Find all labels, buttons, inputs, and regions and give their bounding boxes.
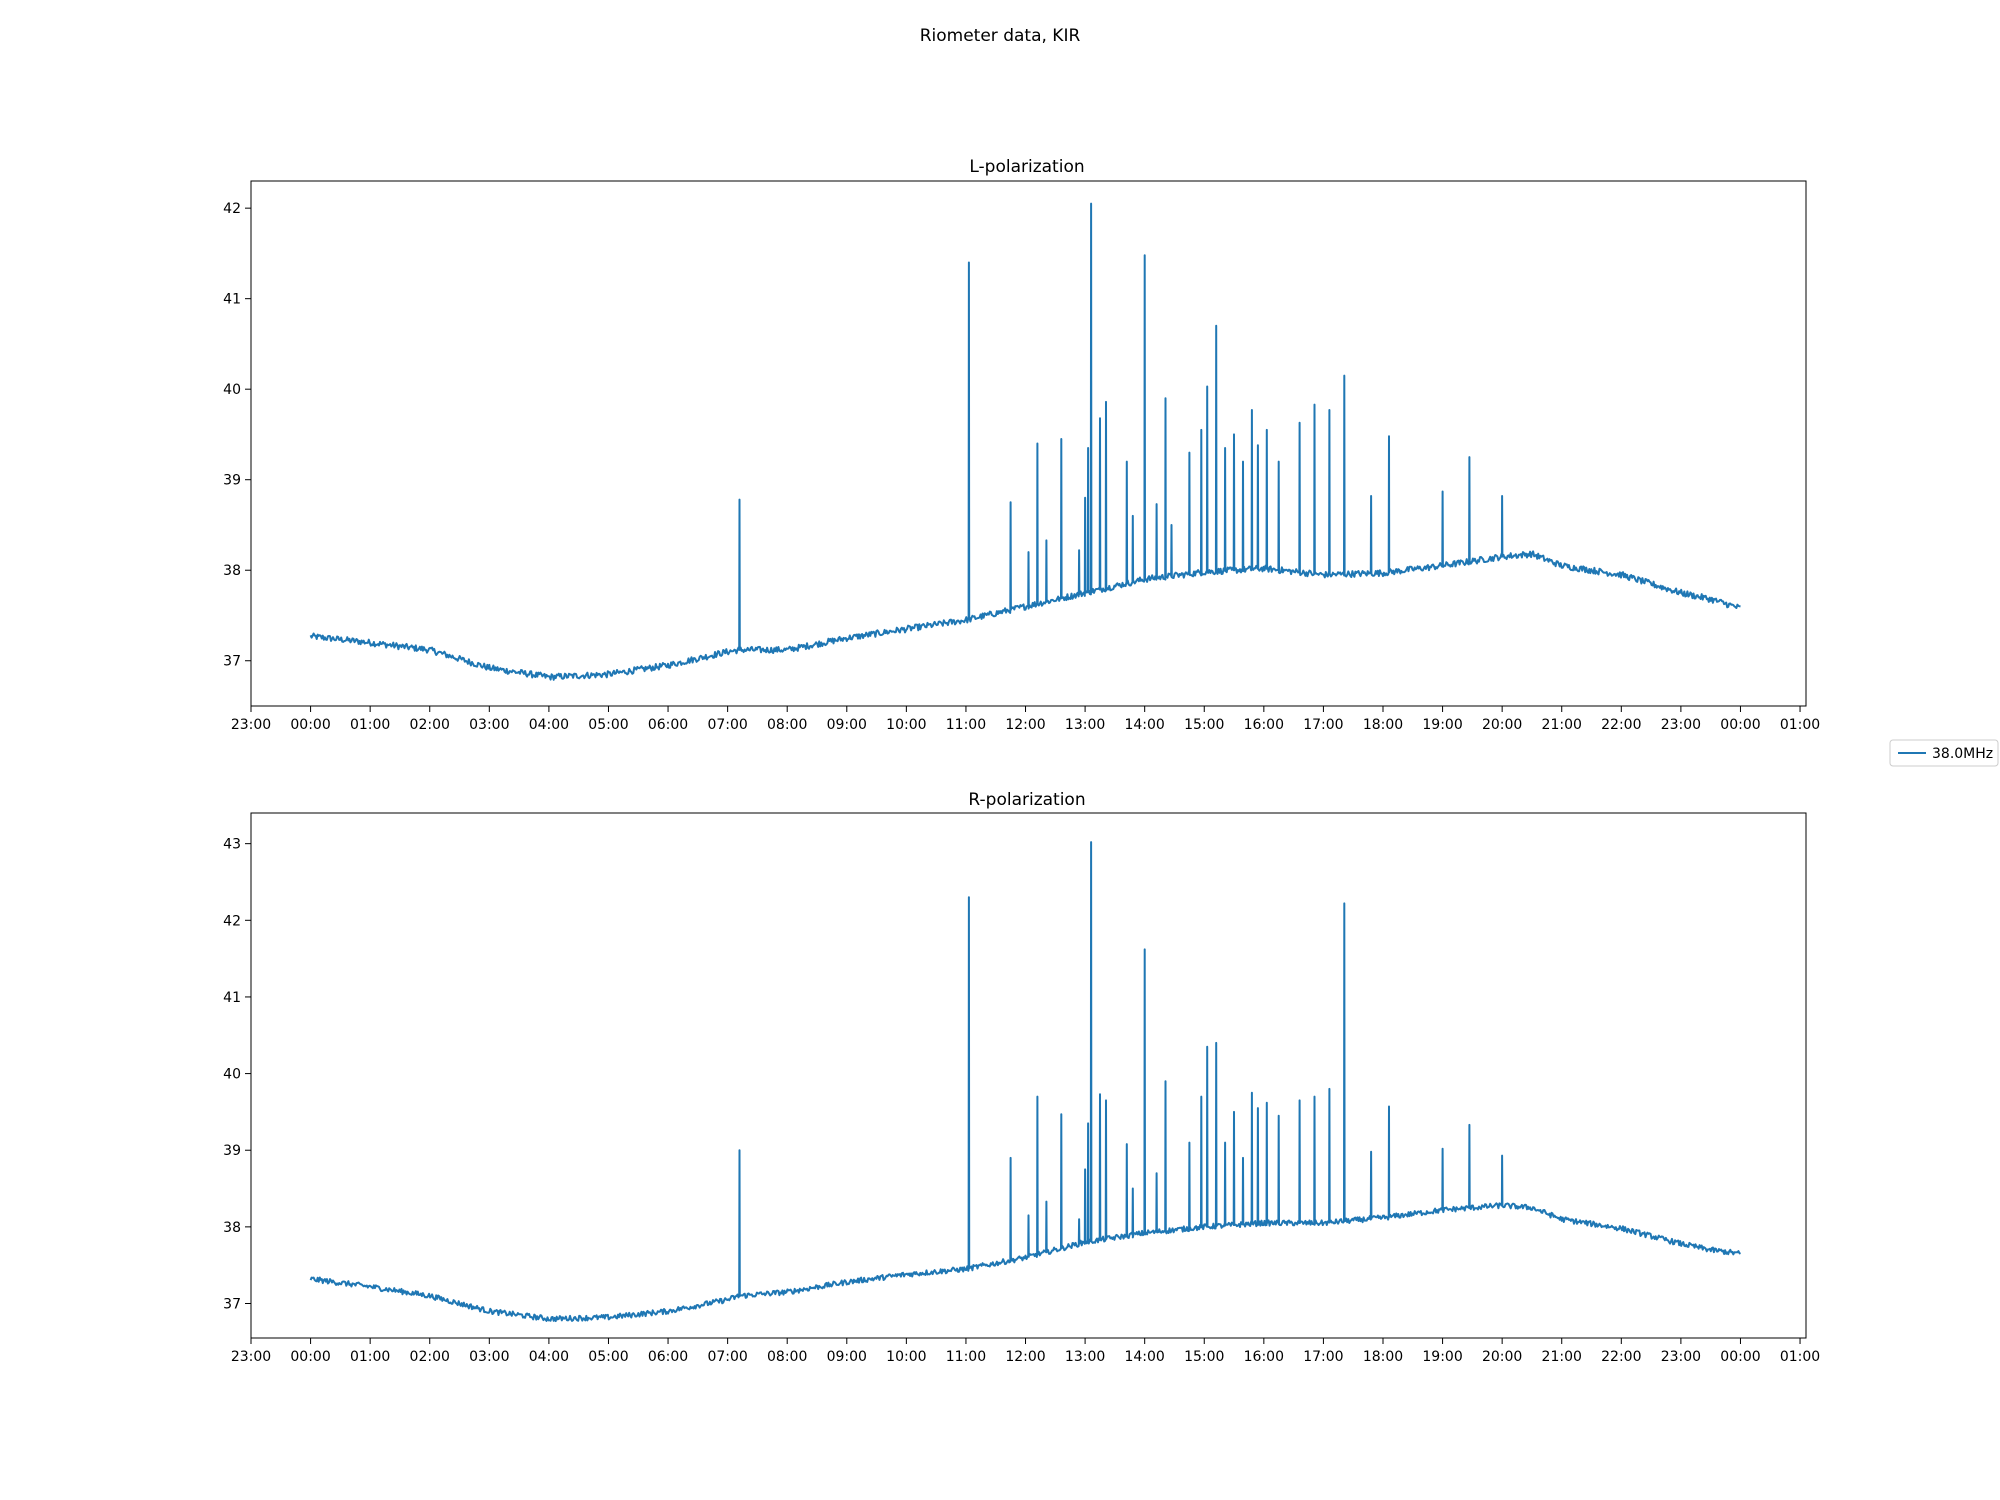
- x-tick-label: 06:00: [648, 1349, 688, 1365]
- x-tick-label: 21:00: [1542, 1349, 1582, 1365]
- x-tick-label: 23:00: [1661, 1349, 1701, 1365]
- axes-frame: [250, 180, 1807, 707]
- x-tick-label: 17:00: [1303, 717, 1343, 733]
- x-tick-label: 18:00: [1363, 1349, 1403, 1365]
- legend: 38.0MHz: [1889, 739, 1999, 767]
- y-tick-label: 37: [223, 1297, 241, 1313]
- x-tick-label: 23:00: [231, 1349, 271, 1365]
- panel-title-l-polarization: L-polarization: [969, 157, 1084, 177]
- x-tick-label: 20:00: [1482, 717, 1522, 733]
- x-tick-label: 03:00: [469, 1349, 509, 1365]
- axes-frame: [250, 812, 1807, 1339]
- y-tick-label: 41: [223, 990, 241, 1006]
- series-line-38-0mhz: [309, 841, 1742, 1323]
- y-tick-label: 37: [223, 654, 241, 670]
- x-tick-label: 23:00: [231, 717, 271, 733]
- x-tick-label: 13:00: [1065, 1349, 1105, 1365]
- x-tick-label: 01:00: [350, 717, 390, 733]
- x-tick-label: 15:00: [1184, 1349, 1224, 1365]
- x-tick-label: 16:00: [1244, 717, 1284, 733]
- x-tick-label: 12:00: [1005, 1349, 1045, 1365]
- x-tick-label: 02:00: [410, 717, 450, 733]
- x-tick-label: 05:00: [588, 1349, 628, 1365]
- x-tick-label: 01:00: [1780, 1349, 1820, 1365]
- y-tick-label: 38: [223, 563, 241, 579]
- x-tick-label: 19:00: [1422, 717, 1462, 733]
- x-tick-label: 00:00: [1720, 1349, 1760, 1365]
- x-tick-label: 00:00: [290, 1349, 330, 1365]
- x-tick-label: 01:00: [350, 1349, 390, 1365]
- x-tick-label: 15:00: [1184, 717, 1224, 733]
- x-tick-label: 07:00: [707, 717, 747, 733]
- x-tick-label: 11:00: [946, 1349, 986, 1365]
- x-tick-label: 14:00: [1124, 1349, 1164, 1365]
- y-tick-label: 38: [223, 1220, 241, 1236]
- x-tick-label: 02:00: [410, 1349, 450, 1365]
- x-tick-label: 00:00: [290, 717, 330, 733]
- x-tick-label: 08:00: [767, 717, 807, 733]
- y-tick-label: 43: [223, 837, 241, 853]
- y-tick-label: 40: [223, 382, 241, 398]
- x-tick-label: 04:00: [529, 717, 569, 733]
- x-tick-label: 06:00: [648, 717, 688, 733]
- figure-suptitle: Riometer data, KIR: [920, 26, 1081, 46]
- x-tick-label: 20:00: [1482, 1349, 1522, 1365]
- y-tick-label: 42: [223, 201, 241, 217]
- x-tick-label: 12:00: [1005, 717, 1045, 733]
- x-tick-label: 10:00: [886, 1349, 926, 1365]
- y-tick-label: 40: [223, 1067, 241, 1083]
- x-tick-label: 13:00: [1065, 717, 1105, 733]
- x-tick-label: 19:00: [1422, 1349, 1462, 1365]
- series-line-38-0mhz: [309, 202, 1741, 681]
- x-tick-label: 21:00: [1542, 717, 1582, 733]
- x-tick-label: 17:00: [1303, 1349, 1343, 1365]
- x-tick-label: 10:00: [886, 717, 926, 733]
- x-tick-label: 08:00: [767, 1349, 807, 1365]
- x-tick-label: 00:00: [1720, 717, 1760, 733]
- x-tick-label: 22:00: [1601, 1349, 1641, 1365]
- x-tick-label: 01:00: [1780, 717, 1820, 733]
- x-tick-label: 05:00: [588, 717, 628, 733]
- y-tick-label: 39: [223, 1143, 241, 1159]
- x-tick-label: 09:00: [827, 717, 867, 733]
- x-tick-label: 22:00: [1601, 717, 1641, 733]
- legend-box: [1889, 739, 1999, 767]
- panel-r-polarization: R-polarization 23:00 00:00 01:00 02:00 03:00…: [223, 790, 1820, 1365]
- y-tick-label: 42: [223, 913, 241, 929]
- x-tick-label: 11:00: [946, 717, 986, 733]
- x-tick-label: 14:00: [1124, 717, 1164, 733]
- x-tick-label: 16:00: [1244, 1349, 1284, 1365]
- x-tick-label: 23:00: [1661, 717, 1701, 733]
- x-tick-label: 04:00: [529, 1349, 569, 1365]
- x-tick-label: 09:00: [827, 1349, 867, 1365]
- x-tick-label: 07:00: [707, 1349, 747, 1365]
- panel-title-r-polarization: R-polarization: [968, 790, 1085, 810]
- legend-label: 38.0MHz: [1932, 746, 1993, 762]
- x-tick-label: 03:00: [469, 717, 509, 733]
- y-tick-label: 41: [223, 292, 241, 308]
- x-tick-label: 18:00: [1363, 717, 1403, 733]
- y-tick-label: 39: [223, 473, 241, 489]
- panel-l-polarization: L-polarization 23:00 00:00 01:00 02:00 03:00…: [223, 157, 1820, 733]
